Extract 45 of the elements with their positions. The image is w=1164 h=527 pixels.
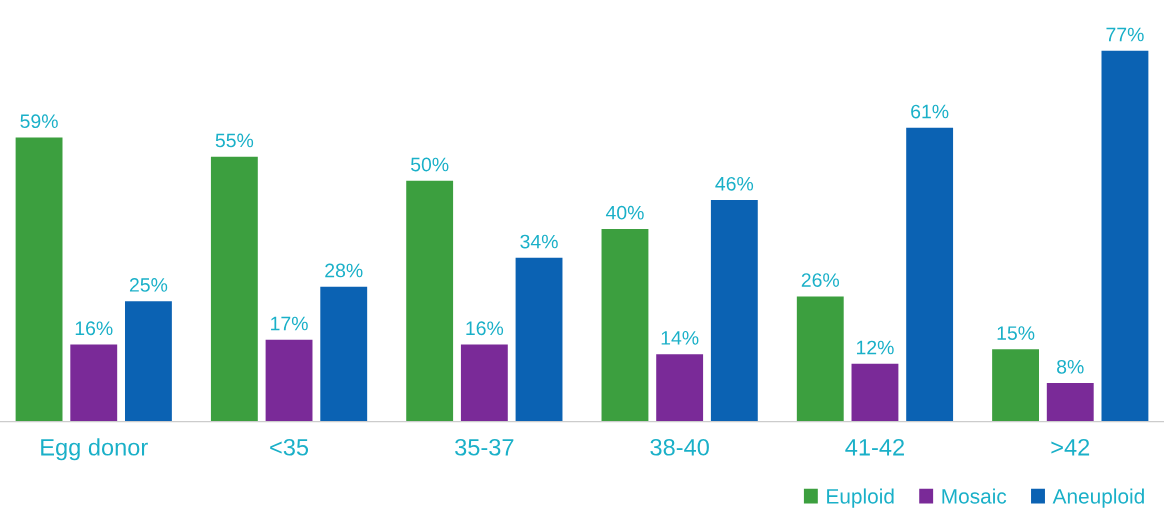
data-label: 25% <box>129 278 168 292</box>
data-label: 50% <box>410 157 449 172</box>
data-label: 28% <box>325 263 363 278</box>
bar <box>710 200 758 422</box>
data-label: 14% <box>661 331 699 345</box>
bar <box>320 286 368 422</box>
bar <box>15 137 63 422</box>
legend-label: Euploid <box>827 488 894 508</box>
data-label: 77% <box>1106 27 1144 42</box>
data-label: 59% <box>20 114 58 129</box>
data-label: 16% <box>466 321 504 336</box>
bar <box>601 228 649 422</box>
bar <box>70 344 118 422</box>
x-tick-label: <35 <box>270 438 309 456</box>
bar <box>1101 50 1149 422</box>
data-label: 12% <box>856 340 894 355</box>
legend-label: Aneuploid <box>1052 488 1144 508</box>
bar <box>906 127 954 422</box>
bar <box>992 349 1040 422</box>
data-label: 16% <box>75 321 113 336</box>
bar <box>851 363 899 422</box>
bar <box>460 344 508 422</box>
legend-label: Mosaic <box>942 488 1007 504</box>
bar <box>406 180 454 422</box>
data-label: 40% <box>605 205 644 220</box>
data-label: 55% <box>215 133 254 148</box>
bar <box>515 257 563 422</box>
data-label: 17% <box>271 316 308 331</box>
data-label: 46% <box>715 176 754 191</box>
data-label: 34% <box>520 234 558 249</box>
x-tick-label: 38-40 <box>650 438 709 456</box>
x-tick-label: Egg donor <box>41 438 148 461</box>
bar <box>1046 383 1094 422</box>
bar <box>796 296 844 422</box>
data-label: 26% <box>801 273 840 287</box>
x-tick-label: 41-42 <box>845 438 904 456</box>
data-label: 15% <box>997 326 1035 340</box>
data-label: 61% <box>911 104 949 119</box>
bar <box>124 301 172 422</box>
x-tick-label: 35-37 <box>455 438 514 456</box>
bar <box>265 339 313 422</box>
data-label: 8% <box>1057 359 1084 374</box>
bar <box>210 156 258 422</box>
x-tick-label: >42 <box>1051 438 1090 456</box>
bar <box>656 354 704 422</box>
